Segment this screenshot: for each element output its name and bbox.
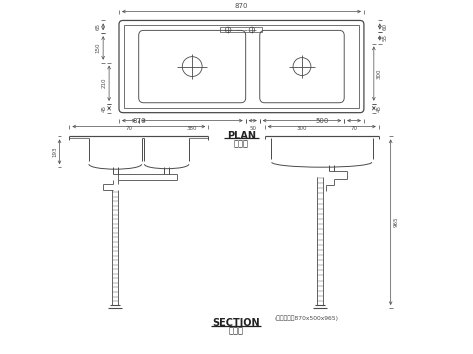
Text: 300: 300 — [377, 68, 381, 79]
Text: 60: 60 — [382, 23, 387, 30]
Text: 870: 870 — [235, 3, 248, 9]
Text: 55: 55 — [382, 34, 387, 41]
Text: 50: 50 — [249, 126, 256, 131]
Text: 70: 70 — [350, 126, 358, 131]
Bar — [124, 25, 359, 108]
Text: SECTION: SECTION — [212, 318, 260, 328]
Text: 210: 210 — [102, 78, 106, 88]
Text: 45: 45 — [102, 105, 106, 112]
Text: 150: 150 — [96, 43, 101, 53]
Text: 300: 300 — [297, 126, 307, 131]
Text: 380: 380 — [187, 126, 197, 131]
Text: 500: 500 — [315, 118, 328, 124]
Text: 45: 45 — [377, 105, 381, 112]
Text: 193: 193 — [52, 147, 57, 157]
Text: (不锈锂水槽870x500x965): (不锈锂水槽870x500x965) — [275, 315, 339, 320]
Text: 870: 870 — [132, 118, 146, 124]
Text: PLAN: PLAN — [227, 131, 256, 141]
Text: 65: 65 — [96, 23, 101, 30]
Text: 前面图: 前面图 — [228, 327, 244, 336]
Text: 70: 70 — [125, 126, 132, 131]
Bar — [220, 27, 262, 32]
Text: 平面图: 平面图 — [234, 139, 249, 148]
Text: 965: 965 — [393, 217, 398, 228]
